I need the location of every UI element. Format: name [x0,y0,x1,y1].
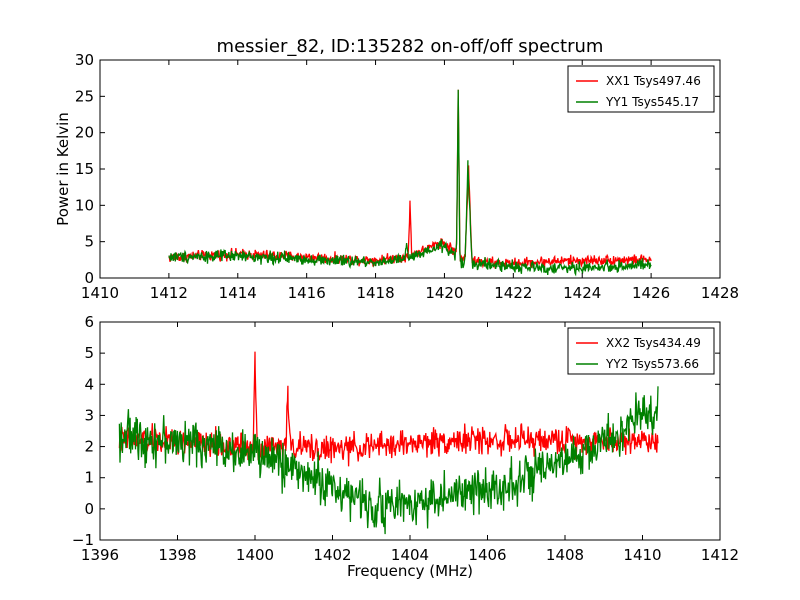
x-tick-label: 1396 [81,546,119,564]
x-tick-label: 1398 [158,546,196,564]
bottom-panel: 1396 1398 1400 1402 1404 1406 1408 1410 1412 −1 0 1… [72,313,739,580]
x-tick-label: 1408 [546,546,584,564]
x-tick-label: 1420 [425,284,463,302]
x-tick-label: 1400 [236,546,274,564]
x-tick-label: 1424 [563,284,601,302]
y-tick-label: 30 [75,51,94,69]
x-tick-label: 1410 [623,546,661,564]
figure-title: messier_82, ID:135282 on-off/off spectru… [217,36,604,57]
y-axis-label: Power in Kelvin [54,112,72,226]
legend-label: XX1 Tsys497.46 [606,74,701,88]
legend-label: XX2 Tsys434.49 [606,336,701,350]
y-tick-label: 0 [84,269,94,287]
y-tick-label: 5 [84,344,94,362]
x-tick-label: 1412 [701,546,739,564]
x-tick-label: 1416 [288,284,326,302]
x-tick-label: 1410 [81,284,119,302]
y-tick-label: 0 [84,500,94,518]
legend: XX2 Tsys434.49 YY2 Tsys573.66 [567,327,715,375]
x-tick-label: 1412 [150,284,188,302]
y-tick-label: 15 [75,160,94,178]
x-tick-label: 1422 [494,284,532,302]
y-tick-label: 2 [84,438,94,456]
x-tick-label: 1404 [391,546,429,564]
x-tick-label: 1414 [219,284,257,302]
x-tick-label: 1426 [632,284,670,302]
x-tick-label: 1406 [468,546,506,564]
y-tick-label: 1 [84,469,94,487]
series-line-1-2 [168,89,652,277]
y-tick-label: 25 [75,87,94,105]
series-line-2-2 [118,386,659,535]
legend: XX1 Tsys497.46 YY1 Tsys545.17 [567,65,715,113]
series-line-1-1 [168,89,652,270]
x-tick-label: 1402 [313,546,351,564]
y-tick-label: 4 [84,375,94,393]
y-tick-label: 6 [84,313,94,331]
x-tick-label: 1418 [356,284,394,302]
legend-label: YY1 Tsys545.17 [605,95,699,109]
y-tick-label: 3 [84,406,94,424]
legend-label: YY2 Tsys573.66 [605,357,699,371]
x-axis-label: Frequency (MHz) [347,562,473,580]
top-panel: 1410 1412 1414 1416 1418 1420 1422 1424 1426 1428… [54,51,739,302]
y-tick-label: −1 [72,531,94,549]
legend-box [567,65,715,113]
x-tick-label: 1428 [701,284,739,302]
legend-box [567,327,715,375]
y-tick-label: 10 [75,196,94,214]
y-tick-label: 20 [75,124,94,142]
y-tick-label: 5 [84,233,94,251]
